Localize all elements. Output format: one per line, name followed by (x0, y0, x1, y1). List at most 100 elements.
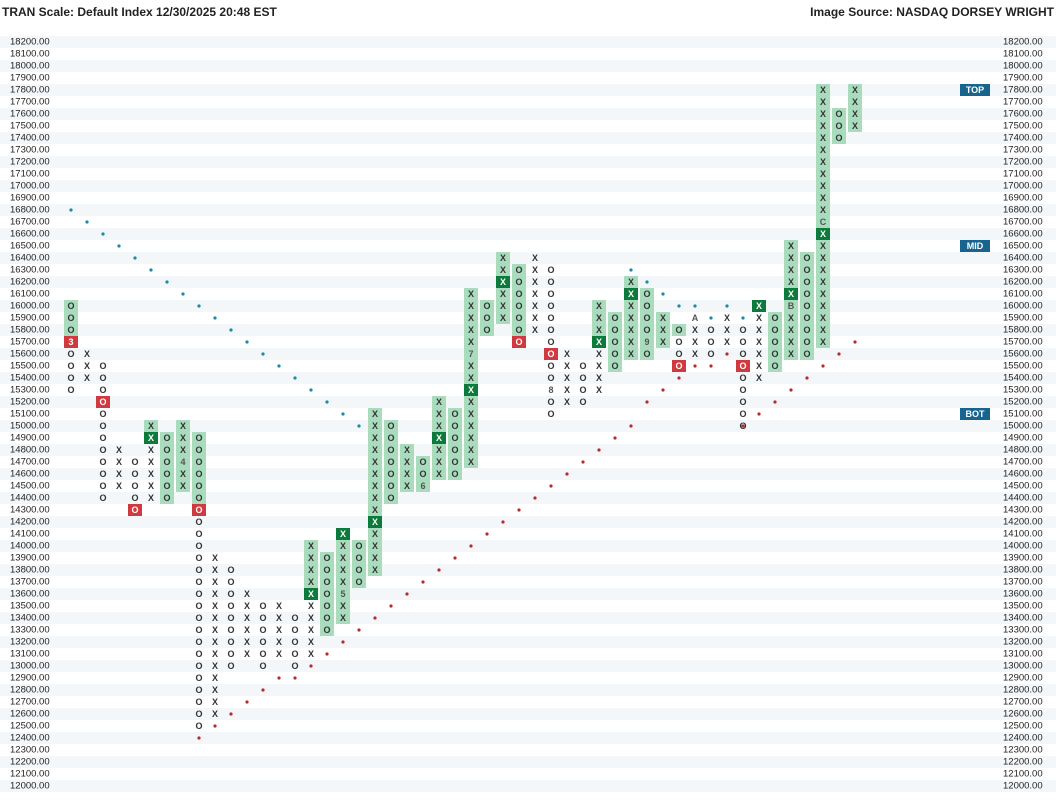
box-mark: O (195, 637, 202, 647)
box-mark: O (195, 505, 202, 515)
month-label: 5 (340, 589, 345, 599)
y-tick-label: 15300.00 (10, 385, 50, 396)
box-mark: X (404, 481, 410, 491)
trend-dot (277, 364, 281, 368)
box-mark: X (756, 313, 762, 323)
row-band (0, 312, 1056, 324)
y-tick-label: 14600.00 (10, 469, 50, 480)
row-band (0, 288, 1056, 300)
box-mark: O (227, 601, 234, 611)
trend-dot (469, 544, 473, 548)
signal-box (144, 432, 158, 444)
box-mark: X (308, 637, 314, 647)
y-tick-label: 17100.00 (1003, 169, 1043, 180)
box-mark: O (515, 277, 522, 287)
box-mark: X (564, 373, 570, 383)
trend-dot (549, 484, 553, 488)
trend-dot (437, 568, 441, 572)
y-tick-label: 13800.00 (10, 565, 50, 576)
box-mark: X (212, 649, 218, 659)
box-mark: O (451, 469, 458, 479)
box-mark: X (436, 421, 442, 431)
box-mark: X (660, 325, 666, 335)
box-mark: X (436, 445, 442, 455)
box-mark: X (468, 373, 474, 383)
y-tick-label: 17600.00 (1003, 109, 1043, 120)
box-mark: X (532, 277, 538, 287)
box-mark: X (404, 457, 410, 467)
box-mark: O (291, 613, 298, 623)
signal-box (736, 360, 750, 372)
box-mark: O (323, 589, 330, 599)
box-mark: X (820, 181, 826, 191)
box-mark: X (212, 601, 218, 611)
box-mark: O (547, 361, 554, 371)
box-mark: O (387, 421, 394, 431)
box-mark: O (675, 325, 682, 335)
row-band (0, 408, 1056, 420)
trend-dot (661, 292, 665, 296)
shaded-range (416, 456, 430, 492)
box-mark: O (483, 325, 490, 335)
shaded-range (464, 288, 478, 468)
trend-dot (693, 304, 697, 308)
y-tick-label: 15700.00 (1003, 337, 1043, 348)
box-mark: O (739, 373, 746, 383)
trend-dot (341, 640, 345, 644)
trend-dot (485, 532, 489, 536)
row-band (0, 624, 1056, 636)
box-mark: X (276, 649, 282, 659)
row-band (0, 72, 1056, 84)
y-tick-label: 13100.00 (1003, 649, 1043, 660)
trend-dot (213, 316, 217, 320)
signal-box (304, 588, 318, 600)
box-mark: X (756, 361, 762, 371)
box-mark: O (739, 337, 746, 347)
signal-box (784, 288, 798, 300)
box-mark: X (116, 457, 122, 467)
box-mark: X (468, 337, 474, 347)
trend-dot (325, 652, 329, 656)
box-mark: X (788, 289, 794, 299)
box-mark: X (468, 397, 474, 407)
box-mark: O (323, 613, 330, 623)
shaded-range (816, 84, 830, 348)
shaded-range (448, 408, 462, 480)
trend-dot (117, 244, 121, 248)
box-mark: X (628, 349, 634, 359)
y-tick-label: 17900.00 (1003, 73, 1043, 84)
box-mark: X (564, 349, 570, 359)
box-mark: X (212, 613, 218, 623)
box-mark: O (675, 349, 682, 359)
box-mark: O (227, 649, 234, 659)
box-mark: X (340, 577, 346, 587)
y-tick-label: 15000.00 (1003, 421, 1043, 432)
y-tick-label: 17500.00 (10, 121, 50, 132)
box-mark: X (724, 313, 730, 323)
box-mark: X (404, 445, 410, 455)
box-mark: X (820, 133, 826, 143)
signal-box (512, 336, 526, 348)
month-label: 4 (180, 457, 185, 467)
trend-dot (565, 472, 569, 476)
shaded-range (848, 84, 862, 132)
box-mark: X (532, 265, 538, 275)
y-tick-label: 14300.00 (1003, 505, 1043, 516)
box-mark: O (643, 313, 650, 323)
box-mark: O (131, 469, 138, 479)
y-tick-label: 15100.00 (10, 409, 50, 420)
box-mark: X (500, 313, 506, 323)
shaded-range (336, 528, 350, 624)
box-mark: X (148, 445, 154, 455)
trend-dot (805, 376, 809, 380)
box-mark: X (596, 361, 602, 371)
trend-dot (261, 352, 265, 356)
row-band (0, 720, 1056, 732)
shaded-range (352, 540, 366, 588)
box-mark: X (308, 613, 314, 623)
box-mark: O (195, 577, 202, 587)
box-mark: X (436, 433, 442, 443)
box-mark: O (99, 397, 106, 407)
shaded-range (368, 408, 382, 576)
